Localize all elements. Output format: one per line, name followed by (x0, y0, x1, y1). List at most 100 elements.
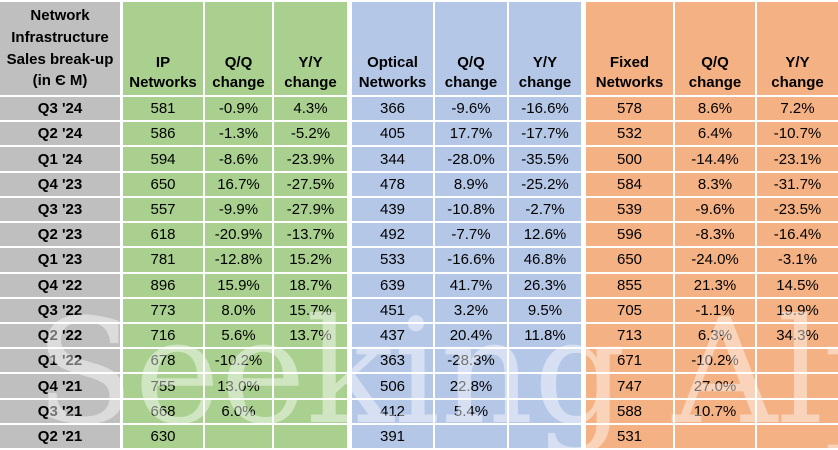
data-cell: 27.0% (675, 374, 755, 398)
data-cell (435, 424, 507, 449)
data-cell: 8.6% (675, 97, 755, 121)
row-label: Q1 '22 (0, 349, 120, 373)
data-cell: 34.3% (757, 323, 838, 348)
data-cell: 15.2% (274, 248, 347, 272)
data-cell: 15.7% (274, 298, 347, 322)
data-cell (205, 424, 272, 449)
data-cell: 532 (586, 122, 673, 146)
data-cell: 3.2% (435, 298, 507, 322)
data-cell: -1.3% (205, 122, 272, 146)
data-cell: 13.0% (205, 374, 272, 398)
data-cell (509, 374, 581, 398)
data-cell: 19.9% (757, 298, 838, 322)
data-cell: 10.7% (675, 399, 755, 423)
data-cell: 650 (586, 248, 673, 272)
data-cell (274, 424, 347, 449)
data-cell: -8.6% (205, 147, 272, 171)
data-cell: -17.7% (509, 122, 581, 146)
data-cell: 8.0% (205, 298, 272, 322)
data-cell: 9.5% (509, 298, 581, 322)
data-cell (509, 349, 581, 373)
data-cell: 41.7% (435, 273, 507, 297)
data-cell: 451 (352, 298, 433, 322)
table-row: Q3 '22 773 8.0% 15.7% 451 3.2% 9.5% 705 -1.1% 19.… (0, 298, 838, 322)
data-cell: 668 (123, 399, 203, 423)
data-cell: 366 (352, 97, 433, 121)
data-cell: 22.8% (435, 374, 507, 398)
data-cell: 17.7% (435, 122, 507, 146)
data-cell (509, 424, 581, 449)
data-cell: 678 (123, 349, 203, 373)
data-cell: -23.9% (274, 147, 347, 171)
data-cell: -2.7% (509, 197, 581, 222)
data-cell: -25.2% (509, 172, 581, 196)
data-cell: 539 (586, 197, 673, 222)
data-cell: 671 (586, 349, 673, 373)
data-cell: 755 (123, 374, 203, 398)
data-cell: 14.5% (757, 273, 838, 297)
col-header-optical-networks: Optical Networks (352, 2, 433, 95)
data-cell: 437 (352, 323, 433, 348)
data-cell: -16.6% (509, 97, 581, 121)
header-row: Network Infrastructure Sales break-up (i… (0, 2, 838, 95)
row-label: Q3 '22 (0, 298, 120, 322)
data-cell: -12.8% (205, 248, 272, 272)
data-cell: 492 (352, 223, 433, 247)
row-label: Q3 '24 (0, 97, 120, 121)
row-label: Q3 '23 (0, 197, 120, 222)
data-cell: 6.4% (675, 122, 755, 146)
data-cell: -7.7% (435, 223, 507, 247)
data-cell: 363 (352, 349, 433, 373)
data-cell: -27.5% (274, 172, 347, 196)
data-cell: 630 (123, 424, 203, 449)
data-cell: 705 (586, 298, 673, 322)
data-cell: 506 (352, 374, 433, 398)
data-cell: 7.2% (757, 97, 838, 121)
data-cell: 896 (123, 273, 203, 297)
data-cell: 5.4% (435, 399, 507, 423)
col-header-ip-qq-change: Q/Q change (205, 2, 272, 95)
data-cell: 412 (352, 399, 433, 423)
corner-header: Network Infrastructure Sales break-up (i… (0, 2, 120, 95)
row-label: Q2 '24 (0, 122, 120, 146)
data-cell: -16.4% (757, 223, 838, 247)
data-cell: 405 (352, 122, 433, 146)
data-cell: 588 (586, 399, 673, 423)
data-cell: -9.9% (205, 197, 272, 222)
data-cell: -10.7% (757, 122, 838, 146)
col-header-optical-qq-change: Q/Q change (435, 2, 507, 95)
data-cell: -10.2% (675, 349, 755, 373)
data-cell: 12.6% (509, 223, 581, 247)
data-cell: 6.3% (675, 323, 755, 348)
data-cell: 581 (123, 97, 203, 121)
data-cell: 594 (123, 147, 203, 171)
data-cell: -23.5% (757, 197, 838, 222)
table-row: Q3 '21 668 6.0% 412 5.4% 588 10.7% (0, 399, 838, 423)
row-label: Q4 '22 (0, 273, 120, 297)
data-cell: -0.9% (205, 97, 272, 121)
data-cell: 584 (586, 172, 673, 196)
data-cell (757, 424, 838, 449)
table-row: Q3 '23 557 -9.9% -27.9% 439 -10.8% -2.7% 539 -9.… (0, 197, 838, 222)
data-cell: 478 (352, 172, 433, 196)
data-cell: -16.6% (435, 248, 507, 272)
data-cell: 586 (123, 122, 203, 146)
data-cell: -27.9% (274, 197, 347, 222)
data-cell: 639 (352, 273, 433, 297)
row-label: Q2 '21 (0, 424, 120, 449)
data-cell: -1.1% (675, 298, 755, 322)
data-cell: 391 (352, 424, 433, 449)
data-cell: 20.4% (435, 323, 507, 348)
data-cell (757, 374, 838, 398)
data-cell: -14.4% (675, 147, 755, 171)
data-cell: 781 (123, 248, 203, 272)
data-cell: 618 (123, 223, 203, 247)
row-label: Q3 '21 (0, 399, 120, 423)
data-cell: 15.9% (205, 273, 272, 297)
data-cell: 773 (123, 298, 203, 322)
data-cell: -8.3% (675, 223, 755, 247)
table-row: Q2 '23 618 -20.9% -13.7% 492 -7.7% 12.6% 596 -8.… (0, 223, 838, 247)
data-cell: -13.7% (274, 223, 347, 247)
data-cell (757, 349, 838, 373)
